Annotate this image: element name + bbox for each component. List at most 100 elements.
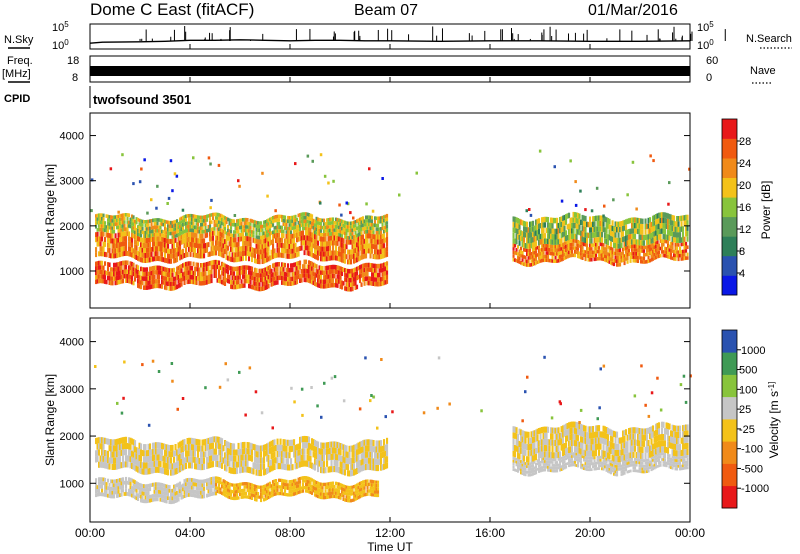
heatmap-cell: [327, 246, 330, 251]
heatmap-cell: [599, 215, 602, 221]
heatmap-cell: [293, 233, 296, 239]
heatmap-cell: [320, 274, 323, 280]
heatmap-cell: [548, 247, 551, 252]
heatmap-cell: [556, 228, 559, 234]
heatmap-cell: [629, 228, 632, 234]
heatmap-cell: [236, 271, 239, 276]
heatmap-cell: [617, 221, 620, 227]
heatmap-cell: [351, 485, 354, 489]
heatmap-cell: [377, 220, 380, 224]
heatmap-cell: [146, 499, 149, 504]
heatmap-cell: [357, 495, 360, 500]
heatmap-cell: [135, 453, 138, 460]
heatmap-cell: [634, 244, 637, 249]
heatmap-cell: [580, 252, 583, 256]
heatmap-cell: [314, 281, 317, 286]
heatmap-cell: [228, 482, 231, 486]
heatmap-cell: [371, 263, 374, 268]
heatmap-cell: [251, 257, 254, 263]
heatmap-cell: [246, 241, 249, 246]
heatmap-cell: [617, 227, 620, 233]
nsearch-tick-top: 105: [697, 20, 714, 34]
heatmap-cell: [299, 477, 302, 481]
heatmap-cell: [551, 252, 554, 256]
heatmap-cell: [198, 230, 201, 234]
heatmap-cell: [335, 250, 338, 256]
heatmap-cell: [354, 238, 357, 244]
heatmap-cell: [386, 246, 389, 252]
heatmap-cell: [620, 251, 623, 256]
heatmap-cell: [201, 253, 204, 259]
heatmap-cell: [240, 283, 243, 289]
heatmap-cell: [104, 485, 107, 490]
heatmap-cell: [336, 278, 339, 284]
heatmap-cell: [581, 249, 584, 253]
heatmap-cell: [565, 252, 568, 256]
heatmap-cell: [150, 467, 153, 474]
heatmap-cell: [165, 444, 168, 451]
heatmap-cell: [156, 232, 159, 237]
heatmap-cell: [180, 492, 183, 496]
heatmap-cell: [366, 486, 369, 490]
heatmap-cell: [227, 265, 230, 270]
heatmap-cell: [222, 276, 225, 281]
heatmap-cell: [206, 229, 209, 233]
heatmap-cell: [559, 258, 562, 263]
heatmap-cell: [601, 231, 604, 238]
heatmap-cell: [216, 216, 219, 220]
heatmap-cell: [305, 219, 308, 223]
heatmap-cell: [197, 486, 200, 491]
heatmap-cell: [210, 231, 213, 237]
heatmap-cell: [354, 487, 357, 491]
heatmap-cell: [294, 478, 297, 483]
heatmap-cell: [155, 218, 158, 222]
heatmap-cell: [146, 280, 149, 286]
heatmap-cell: [617, 232, 620, 238]
heatmap-cell: [341, 493, 344, 497]
heatmap-cell: [125, 260, 128, 265]
heatmap-cell: [237, 270, 240, 276]
heatmap-cell: [583, 249, 586, 254]
heatmap-cell: [575, 243, 578, 247]
heatmap-cell: [134, 268, 137, 273]
heatmap-cell: [266, 230, 269, 234]
heatmap-cell: [185, 456, 188, 463]
heatmap-cell: [335, 265, 338, 270]
heatmap-cell: [135, 220, 138, 225]
heatmap-cell: [141, 276, 144, 281]
heatmap-cell: [158, 256, 161, 262]
heatmap-cell: [201, 457, 204, 464]
heatmap-cell: [363, 281, 366, 286]
heatmap-cell: [532, 262, 535, 266]
heatmap-cell: [342, 494, 345, 498]
heatmap-cell: [254, 497, 257, 502]
heatmap-cell: [671, 236, 674, 243]
heatmap-cell: [245, 278, 248, 284]
heatmap-cell: [384, 275, 387, 280]
heatmap-cell: [662, 250, 665, 254]
heatmap-cell: [596, 249, 599, 254]
heatmap-cell: [353, 220, 356, 225]
heatmap-cell: [162, 280, 165, 285]
heatmap-cell: [188, 456, 191, 463]
heatmap-cell: [293, 489, 296, 493]
heatmap-cell: [101, 443, 104, 450]
heatmap-cell: [149, 271, 152, 276]
heatmap-cell: [272, 244, 275, 249]
heatmap-cell: [149, 219, 152, 223]
heatmap-cell: [340, 213, 343, 217]
heatmap-cell: [137, 225, 140, 229]
heatmap-cell: [611, 258, 614, 262]
heatmap-cell: [260, 254, 263, 260]
heatmap-cell: [577, 240, 580, 244]
heatmap-cell: [359, 217, 362, 222]
heatmap-cell: [224, 268, 227, 273]
heatmap-cell: [164, 234, 167, 238]
heatmap-cell: [278, 242, 281, 248]
heatmap-cell: [601, 253, 604, 258]
heatmap-cell: [209, 485, 212, 489]
heatmap-cell: [515, 251, 518, 256]
heatmap-cell: [102, 492, 105, 497]
heatmap-cell: [201, 272, 204, 277]
heatmap-cell: [523, 255, 526, 259]
